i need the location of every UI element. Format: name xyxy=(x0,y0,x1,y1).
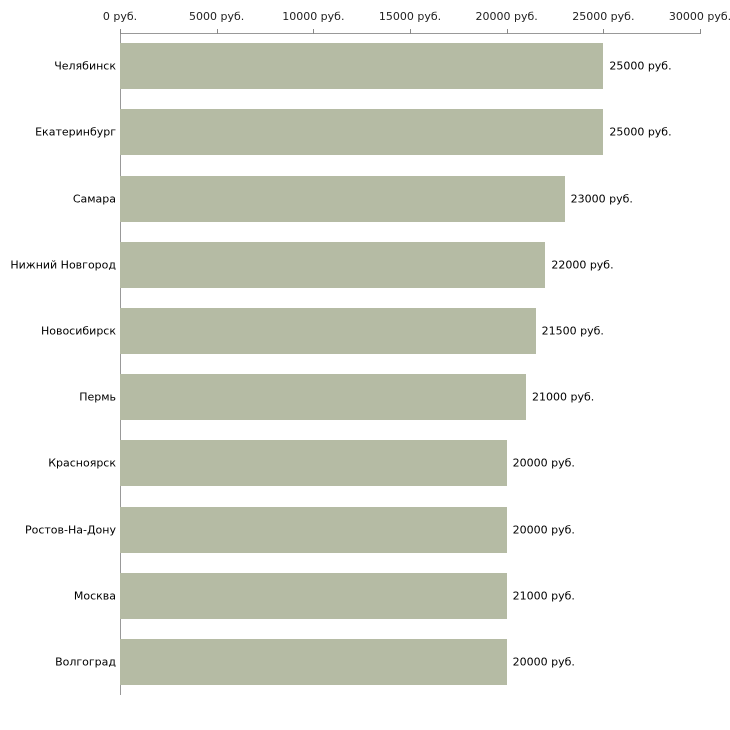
category-label: Пермь xyxy=(79,390,116,404)
bar-row: Москва 21000 руб. xyxy=(74,572,700,619)
x-tick-mark xyxy=(506,29,508,34)
value-label: 20000 руб. xyxy=(512,655,575,669)
bar-9 xyxy=(120,638,507,685)
bar-row: Самара 23000 руб. xyxy=(73,175,700,222)
x-tick-label: 25000 руб. xyxy=(572,10,635,23)
bar-6 xyxy=(120,440,507,487)
x-tick-label: 10000 руб. xyxy=(282,10,345,23)
category-label: Екатеринбург xyxy=(35,125,116,139)
x-tick-label: 15000 руб. xyxy=(378,10,442,23)
bar-4 xyxy=(120,307,536,354)
bar-row: Волгоград 20000 руб. xyxy=(55,638,700,685)
x-tick-mark xyxy=(313,29,315,34)
x-tick-label: 5000 руб. xyxy=(189,10,245,23)
value-label: 23000 руб. xyxy=(570,192,633,205)
category-label: Новосибирск xyxy=(40,324,116,338)
bar-row: Челябинск 25000 руб. xyxy=(54,43,700,90)
x-tick-label: 20000 руб. xyxy=(475,10,538,23)
value-label: 20000 руб. xyxy=(512,456,575,470)
bar-row: Новосибирск 21500 руб. xyxy=(41,307,700,354)
x-tick-mark xyxy=(603,29,605,34)
bar-1 xyxy=(120,109,604,156)
bar-8 xyxy=(120,572,507,619)
x-tick-label: 0 руб. xyxy=(102,10,138,23)
bar-row: Нижний Новгород 22000 руб. xyxy=(10,241,700,288)
category-label: Ростов-На-Дону xyxy=(24,523,116,536)
x-tick-mark xyxy=(216,29,218,34)
bar-3 xyxy=(120,241,546,288)
bar-row: Пермь 21000 руб. xyxy=(79,374,700,421)
category-label: Москва xyxy=(73,589,116,603)
value-label: 25000 руб. xyxy=(609,59,672,73)
value-label: 25000 руб. xyxy=(609,125,672,139)
x-tick-mark xyxy=(700,29,701,34)
x-tick-mark xyxy=(410,29,411,34)
category-label: Волгоград xyxy=(55,655,116,669)
bar-row: Красноярск 20000 руб. xyxy=(48,440,700,487)
category-label: Челябинск xyxy=(54,59,116,73)
value-label: 20000 руб. xyxy=(512,523,575,536)
bar-7 xyxy=(120,506,507,553)
value-label: 21500 руб. xyxy=(541,324,604,338)
value-label: 21000 руб. xyxy=(512,589,575,603)
category-label: Самара xyxy=(72,192,116,205)
bar-row: Ростов-На-Дону 20000 руб. xyxy=(25,506,700,553)
x-tick-label: 30000 руб. xyxy=(668,10,730,23)
category-label: Нижний Новгород xyxy=(10,258,116,272)
bar-2 xyxy=(120,175,565,222)
category-label: Красноярск xyxy=(48,456,116,470)
bar-0 xyxy=(120,43,604,90)
y-axis-line xyxy=(120,33,121,695)
bar-row: Екатеринбург 25000 руб. xyxy=(35,109,700,156)
bar-5 xyxy=(120,374,526,421)
x-tick-mark xyxy=(120,29,121,34)
value-label: 21000 руб. xyxy=(532,390,595,404)
value-label: 22000 руб. xyxy=(551,258,614,272)
